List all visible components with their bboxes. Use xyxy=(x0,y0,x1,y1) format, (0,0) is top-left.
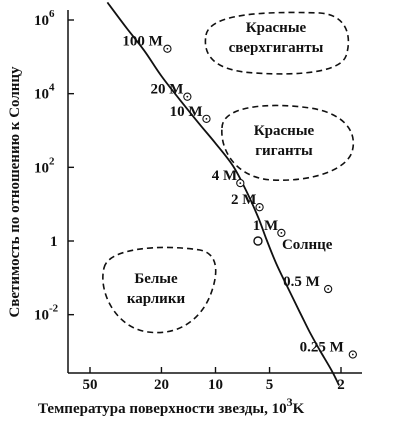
sun-symbol-dot xyxy=(205,117,208,120)
mass-label-text: 100 M xyxy=(122,34,162,50)
y-axis-label: Светимость по отношению к Солнцу xyxy=(7,66,23,318)
x-tick-label: 50 xyxy=(83,377,98,393)
y-tick-base: 10 xyxy=(34,13,49,29)
x-tick-label: 5 xyxy=(266,377,274,393)
y-tick-label: 10-2 xyxy=(34,303,59,324)
y-tick-exponent: -2 xyxy=(49,303,59,315)
y-tick-exponent: 2 xyxy=(49,155,55,167)
mass-label-text: 0.5 M xyxy=(283,274,320,290)
white-dwarfs-region xyxy=(102,246,217,334)
red-giants-line-1: Красные xyxy=(254,123,315,139)
y-tick-label: 104 xyxy=(34,82,55,103)
red-supergiants-label: Красные сверхгиганты xyxy=(229,20,324,56)
red-supergiants-region xyxy=(204,11,350,75)
mass-label: 4 M xyxy=(212,168,245,188)
y-tick-exponent: 4 xyxy=(49,82,55,94)
y-tick-label: 102 xyxy=(34,155,55,176)
red-supergiants-line-2: сверхгиганты xyxy=(229,40,324,56)
red-giants-label: Красные гиганты xyxy=(254,123,315,159)
white-dwarfs-line-2: карлики xyxy=(127,291,186,307)
sun-symbol-dot xyxy=(186,95,189,98)
red-giants-line-2: гиганты xyxy=(255,143,313,159)
mass-label-text: 2 M xyxy=(231,192,256,208)
mass-label: 10 M xyxy=(170,104,211,123)
mass-label-text: 0.25 M xyxy=(300,340,344,356)
x-ticks: 50 20 10 5 2 xyxy=(83,367,345,393)
x-tick-label: 20 xyxy=(154,377,169,393)
mass-label: 1 M xyxy=(253,218,286,238)
y-tick-label: 106 xyxy=(34,8,55,29)
main-sequence-line xyxy=(106,1,340,386)
sun-symbol-dot xyxy=(280,232,283,234)
sun-symbol-dot xyxy=(351,353,354,356)
y-tick-base: 10 xyxy=(34,308,49,324)
sun-label: Солнце xyxy=(282,237,333,253)
mass-label-text: 4 M xyxy=(212,168,237,184)
x-axis-label-power: 3 xyxy=(287,395,293,409)
y-tick-label: 1 xyxy=(50,234,58,250)
white-dwarfs-label: Белые карлики xyxy=(127,271,186,307)
x-axis-label: Температура поверхности звезды, 103K xyxy=(38,395,305,417)
sun-symbol-dot xyxy=(166,47,169,50)
sun-point xyxy=(253,236,263,246)
mass-label: 20 M xyxy=(151,82,192,101)
mass-label: 100 M xyxy=(122,34,172,53)
y-tick-base: 10 xyxy=(34,160,49,176)
mass-label-text: 20 M xyxy=(151,82,184,98)
sun-symbol-dot xyxy=(327,288,330,290)
mass-labels: 100 M 20 M 10 M 4 M 2 M 1 M 0.5 M 0.25 M xyxy=(122,34,357,359)
y-tick-base: 10 xyxy=(34,87,49,103)
y-tick-base: 1 xyxy=(50,234,58,250)
white-dwarfs-line-1: Белые xyxy=(134,271,178,287)
sun-symbol-dot xyxy=(258,206,261,209)
mass-label: 2 M xyxy=(231,192,264,212)
red-giants-region xyxy=(221,104,355,181)
x-axis-label-unit: K xyxy=(293,401,305,417)
x-axis-label-main: Температура поверхности звезды, 10 xyxy=(38,401,287,417)
x-tick-label: 10 xyxy=(208,377,223,393)
red-supergiants-line-1: Красные xyxy=(246,20,307,36)
x-tick-label: 2 xyxy=(337,377,345,393)
sun-symbol-dot xyxy=(239,182,242,185)
mass-label: 0.5 M xyxy=(283,274,333,294)
mass-label-text: 10 M xyxy=(170,104,203,120)
y-tick-exponent: 6 xyxy=(49,8,55,20)
mass-label: 0.25 M xyxy=(300,340,357,359)
mass-label-text: 1 M xyxy=(253,218,278,234)
